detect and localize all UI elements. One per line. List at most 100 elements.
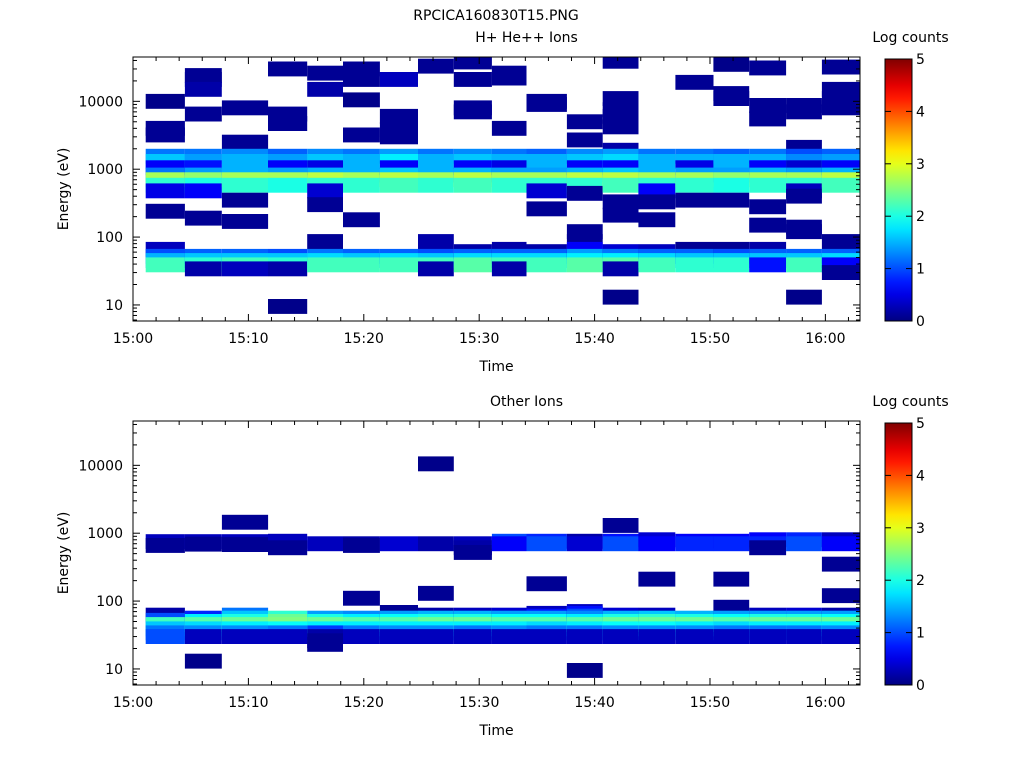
heatmap-cell: [526, 629, 567, 644]
colorbar-tick-label: 2: [916, 573, 925, 589]
heatmap-cell: [749, 111, 787, 127]
heatmap-cell: [491, 120, 527, 136]
heatmap-cell: [749, 217, 787, 233]
heatmap-cell: [602, 57, 639, 69]
heatmap-cell: [526, 257, 567, 273]
colorbar-tick-label: 3: [916, 521, 925, 537]
heatmap-cell: [786, 104, 822, 120]
heatmap-cell: [268, 299, 308, 314]
figure-title: RPCICA160830T15.PNG: [413, 8, 578, 24]
heatmap-cell: [602, 536, 639, 552]
x-tick-label: 15:00: [113, 695, 153, 711]
heatmap-cell: [675, 177, 714, 193]
heatmap-cell: [821, 234, 860, 249]
heatmap-cell: [343, 212, 380, 228]
heatmap-cell: [418, 629, 454, 644]
y-axis-label: Energy (eV): [56, 148, 72, 231]
heatmap-cell: [821, 536, 860, 552]
heatmap-cell: [526, 154, 567, 169]
heatmap-cell: [307, 197, 343, 213]
heatmap-cell: [343, 127, 380, 143]
heatmap-cell: [453, 257, 492, 273]
x-tick-label: 15:40: [574, 695, 614, 711]
heatmap-cell: [184, 106, 222, 122]
heatmap-cell: [145, 629, 185, 644]
heatmap-cell: [221, 134, 269, 150]
heatmap-cell: [268, 61, 308, 77]
heatmap-cell: [786, 289, 822, 305]
heatmap-cell: [566, 132, 603, 148]
heatmap-cell: [307, 81, 343, 97]
heatmap-cell: [268, 116, 308, 131]
heatmap-cell: [145, 93, 185, 109]
heatmap-cell: [526, 201, 567, 217]
heatmap-cell: [526, 536, 567, 552]
heatmap-cell: [749, 199, 787, 215]
heatmap-cell: [221, 214, 269, 229]
x-axis: 15:00 15:10 15:20 15:30 15:40 15:50 16:00 Time: [113, 421, 849, 739]
heatmap-cell: [379, 108, 418, 124]
heatmap-cell: [749, 177, 787, 193]
heatmap-cell: [307, 65, 343, 81]
colorbar-label: Log counts: [872, 30, 948, 46]
heatmap-cell: [268, 177, 308, 193]
heatmap-cell: [821, 629, 860, 644]
x-tick-label: 15:30: [459, 695, 499, 711]
heatmap-cell: [786, 629, 822, 644]
heatmap-cell: [453, 57, 492, 70]
heatmap-cell: [566, 185, 603, 201]
x-axis-label: Time: [478, 359, 513, 375]
heatmap-cell: [145, 183, 185, 199]
heatmap-cell: [307, 183, 343, 199]
y-tick-label: 10: [105, 662, 123, 678]
heatmap-cell: [418, 234, 454, 249]
heatmap-cell: [749, 629, 787, 644]
heatmap-cell: [307, 536, 343, 552]
x-tick-label: 16:00: [805, 331, 845, 347]
heatmap-cell: [786, 257, 822, 273]
heatmap-cell: [786, 188, 822, 204]
heatmap-cell: [749, 60, 787, 76]
x-tick-label: 15:40: [574, 331, 614, 347]
heatmap-cell: [602, 194, 639, 210]
heatmap-cell: [343, 538, 380, 553]
heatmap-cell: [184, 261, 222, 277]
heatmap-cell: [453, 545, 492, 560]
y-axis: 10 100 1000 10000 Energy (eV): [56, 59, 860, 321]
heatmap-cell: [453, 629, 492, 644]
heatmap-cell: [418, 154, 454, 169]
x-tick-label: 15:50: [690, 331, 730, 347]
heatmap-cell: [566, 663, 603, 678]
panel-title: H+ He++ Ions: [475, 30, 578, 46]
colorbar-label: Log counts: [872, 394, 948, 410]
heatmap-cells: [145, 456, 860, 678]
heatmap-cell: [453, 104, 492, 120]
x-tick-label: 15:10: [228, 331, 268, 347]
heatmap-cell: [602, 261, 639, 277]
colorbar-tick-label: 1: [916, 626, 925, 642]
heatmap-cell: [675, 629, 714, 644]
heatmap-cell: [453, 177, 492, 193]
colorbar-tick-label: 0: [916, 678, 925, 694]
chart-panel-1: 15:00 15:10 15:20 15:30 15:40 15:50 16:00Time1…: [56, 30, 949, 375]
heatmap-cell: [379, 129, 418, 145]
heatmap-cell: [526, 183, 567, 199]
y-tick-label: 100: [96, 594, 123, 610]
heatmap-cell: [221, 629, 269, 644]
heatmap-cell: [379, 629, 418, 644]
heatmap-cell: [602, 518, 639, 533]
heatmap-cell: [307, 257, 343, 273]
heatmap-cell: [221, 192, 269, 208]
x-tick-label: 15:00: [113, 331, 153, 347]
heatmap-cell: [379, 72, 418, 87]
y-tick-label: 10000: [78, 94, 123, 110]
colorbar-tick-label: 3: [916, 157, 925, 173]
heatmap-cell: [821, 177, 860, 193]
heatmap-cell: [566, 257, 603, 273]
heatmap-cell: [786, 224, 822, 240]
heatmap-cell: [526, 97, 567, 112]
heatmap-cell: [145, 257, 185, 273]
heatmap-cell: [268, 540, 308, 556]
heatmap-cell: [675, 257, 714, 273]
colorbar-tick-label: 1: [916, 262, 925, 278]
